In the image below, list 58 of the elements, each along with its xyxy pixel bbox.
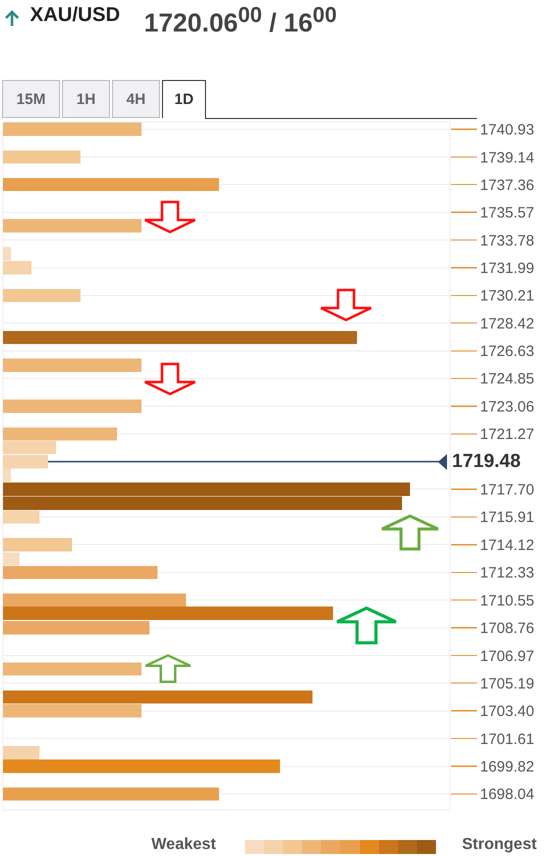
text: 15M: [2, 80, 60, 118]
bar: [3, 566, 158, 580]
y-tick-label: 1721.27: [480, 426, 534, 444]
chart-title: XAU/USD: [30, 4, 120, 27]
bar: [3, 330, 358, 344]
bar: [3, 261, 32, 274]
bar: [3, 219, 142, 232]
ref-line-label: 1719.48: [452, 451, 521, 472]
y-tick-label: 1706.97: [480, 648, 534, 665]
bar: [3, 538, 72, 552]
text: Strongest: [462, 836, 537, 854]
y-tick-label: 1701.61: [480, 730, 534, 748]
bar: [3, 746, 40, 760]
y-tick-label: 1705.19: [480, 675, 534, 692]
y-tick-label: 1699.82: [480, 758, 534, 776]
bar: [3, 593, 186, 607]
text: Weakest: [151, 836, 216, 854]
y-tick-label: 1731.99: [480, 260, 534, 278]
y-tick-label: 1739.14: [480, 149, 534, 166]
bar: [3, 150, 80, 164]
bar: [3, 427, 117, 441]
y-tick-label: 1703.40: [480, 703, 534, 720]
bar: [3, 552, 20, 566]
y-tick-label: 1714.12: [480, 536, 534, 554]
y-tick-label: 1723.06: [480, 398, 534, 416]
y-tick-label: 1735.57: [480, 204, 534, 222]
bar: [3, 510, 40, 524]
chart-subtitle: 1720.06$^{00}$ / 16$^{00}$: [144, 2, 337, 39]
bar: [3, 358, 142, 372]
y-tick-label: 1712.33: [480, 564, 534, 582]
bar: [3, 690, 312, 704]
bar: [3, 400, 142, 413]
y-tick-label: 1724.85: [480, 370, 534, 388]
y-tick-label: 1698.04: [480, 786, 534, 804]
bar: [3, 662, 142, 676]
text: 1D: [162, 80, 206, 118]
bar: [3, 621, 150, 634]
bar: [3, 247, 12, 260]
bar: [3, 760, 280, 773]
y-tick-label: 1737.36: [480, 176, 534, 194]
y-tick-label: 1728.42: [480, 315, 534, 332]
bar: [3, 178, 219, 192]
y-tick-label: 1733.78: [480, 232, 534, 250]
y-tick-label: 1717.70: [480, 481, 534, 498]
y-tick-label: 1710.55: [480, 592, 534, 610]
y-tick-label: 1726.63: [480, 343, 534, 360]
y-tick-label: 1730.21: [480, 288, 534, 305]
bar: [3, 787, 219, 800]
y-tick-label: 1708.76: [480, 620, 534, 638]
text: 1H: [62, 80, 110, 118]
y-tick-label: 1715.91: [480, 509, 534, 526]
bar: [3, 704, 142, 718]
bar: [3, 288, 80, 302]
text: 4H: [112, 80, 160, 118]
bar: [3, 606, 333, 620]
y-tick-label: 1740.93: [480, 122, 534, 139]
bar: [3, 122, 142, 136]
bar: [3, 468, 12, 482]
